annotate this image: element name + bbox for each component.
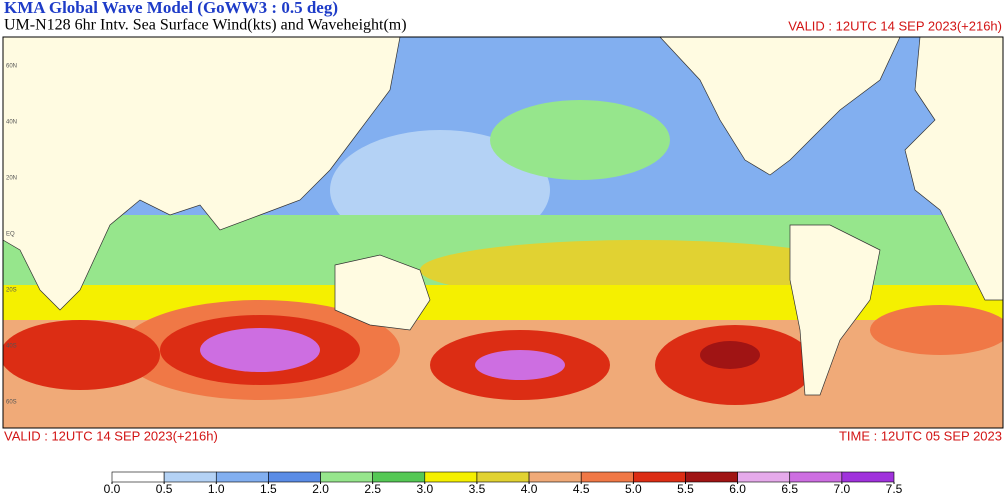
colorbar-segment bbox=[737, 471, 791, 483]
lat-label: 20S bbox=[6, 288, 17, 294]
colorbar-label: 5.0 bbox=[625, 482, 642, 496]
lat-label: 60N bbox=[6, 64, 17, 70]
colorbar-segment bbox=[424, 471, 478, 483]
colorbar-label: 3.0 bbox=[416, 482, 433, 496]
wave-zone bbox=[700, 341, 760, 369]
colorbar-segment bbox=[320, 471, 373, 483]
colorbar-segment bbox=[372, 471, 426, 483]
lat-label: 40N bbox=[6, 120, 17, 126]
wave-zone bbox=[870, 305, 1003, 355]
colorbar-label: 0.5 bbox=[156, 482, 173, 496]
colorbar-segment bbox=[789, 471, 843, 483]
valid-bottom: VALID : 12UTC 14 SEP 2023(+216h) bbox=[4, 428, 218, 443]
wave-zone bbox=[490, 100, 670, 180]
colorbar-segment bbox=[685, 471, 738, 483]
colorbar-label: 1.5 bbox=[260, 482, 277, 496]
colorbar-label: 1.0 bbox=[208, 482, 225, 496]
lat-label: 40S bbox=[6, 344, 17, 350]
lat-label: 60S bbox=[6, 400, 17, 406]
colorbar-label: 6.5 bbox=[781, 482, 798, 496]
colorbar-label: 5.5 bbox=[677, 482, 694, 496]
land bbox=[3, 37, 1003, 396]
wave-zone bbox=[3, 320, 160, 390]
colorbar-segment bbox=[111, 471, 165, 483]
colorbar-label: 4.0 bbox=[521, 482, 538, 496]
colorbar-segment bbox=[215, 471, 269, 483]
colorbar-segment bbox=[841, 471, 895, 483]
colorbar-label: 2.5 bbox=[364, 482, 381, 496]
colorbar-label: 7.0 bbox=[834, 482, 851, 496]
colorbar-label: 2.0 bbox=[312, 482, 329, 496]
colorbar-segment bbox=[528, 471, 582, 483]
colorbar-segment bbox=[633, 471, 686, 483]
colorbar-label: 7.5 bbox=[886, 482, 903, 496]
map-frame bbox=[2, 36, 1004, 429]
title: KMA Global Wave Model (GoWW3 : 0.5 deg) bbox=[4, 0, 338, 17]
colorbar-segment bbox=[476, 471, 530, 483]
wave-zone bbox=[475, 350, 565, 380]
lat-label: EQ bbox=[6, 232, 15, 238]
wave-zone bbox=[200, 328, 320, 372]
init-time: TIME : 12UTC 05 SEP 2023 bbox=[839, 428, 1002, 443]
colorbar-segment bbox=[580, 471, 634, 483]
colorbar-label: 0.0 bbox=[104, 482, 121, 496]
colorbar-segment bbox=[163, 471, 217, 483]
colorbar-label: 3.5 bbox=[469, 482, 486, 496]
subtitle: UM-N128 6hr Intv. Sea Surface Wind(kts) … bbox=[4, 17, 407, 34]
colorbar-label: 4.5 bbox=[573, 482, 590, 496]
valid-top: VALID : 12UTC 14 SEP 2023(+216h) bbox=[788, 18, 1002, 33]
colorbar-segment bbox=[268, 471, 321, 483]
lat-label: 20N bbox=[6, 176, 17, 182]
map bbox=[2, 36, 1004, 429]
colorbar-label: 6.0 bbox=[729, 482, 746, 496]
